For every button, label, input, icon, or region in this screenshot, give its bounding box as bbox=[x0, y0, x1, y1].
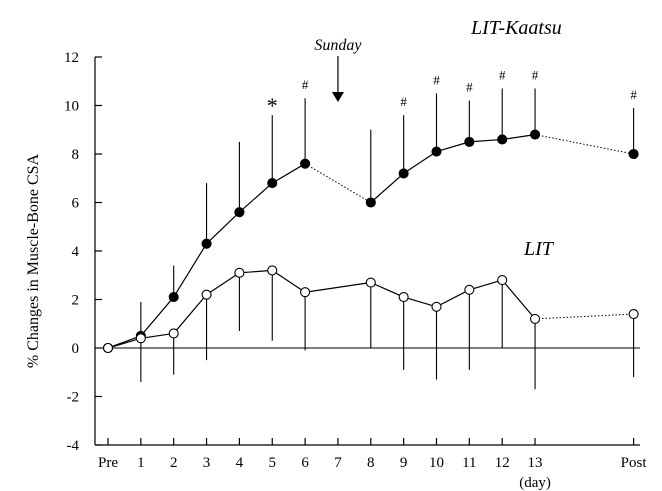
series-lit bbox=[102, 265, 639, 390]
series-segment bbox=[305, 281, 371, 293]
x-tick-label: 9 bbox=[400, 455, 408, 471]
y-tick-label: -4 bbox=[67, 438, 80, 454]
series-segment bbox=[271, 269, 306, 293]
y-tick-label: 4 bbox=[72, 244, 80, 260]
x-tick-label: Post bbox=[621, 455, 648, 471]
series-label-lit-kaatsu: LIT-Kaatsu bbox=[470, 17, 562, 39]
significance-marker: # bbox=[466, 80, 473, 95]
significance-marker: # bbox=[499, 68, 506, 83]
x-tick-label: 2 bbox=[170, 455, 178, 471]
y-tick-label: -2 bbox=[67, 390, 80, 406]
data-point bbox=[234, 267, 245, 278]
series-segment bbox=[107, 337, 142, 349]
x-tick-label: 8 bbox=[367, 455, 375, 471]
y-tick-label: 2 bbox=[72, 293, 80, 309]
series-segment bbox=[534, 134, 634, 155]
series-segment bbox=[304, 163, 372, 203]
significance-marker: # bbox=[630, 87, 637, 102]
series-segment bbox=[502, 134, 536, 141]
data-point bbox=[431, 146, 442, 157]
data-point bbox=[497, 134, 508, 145]
significance-marker: # bbox=[433, 72, 440, 87]
data-point bbox=[398, 292, 409, 303]
data-point bbox=[398, 168, 409, 179]
series-label-lit: LIT bbox=[523, 238, 555, 260]
series-segment bbox=[173, 294, 208, 334]
data-point bbox=[168, 328, 179, 339]
significance-marker: # bbox=[400, 94, 407, 109]
x-tick-label: 7 bbox=[334, 455, 342, 471]
x-tick-label: 1 bbox=[137, 455, 145, 471]
data-point bbox=[431, 301, 442, 312]
x-tick-label: 12 bbox=[495, 455, 510, 471]
data-point bbox=[300, 287, 311, 298]
data-point bbox=[201, 289, 212, 300]
y-tick-label: 8 bbox=[72, 147, 80, 163]
x-axis-unit-label: (day) bbox=[519, 475, 551, 491]
y-tick-label: 12 bbox=[64, 50, 79, 66]
x-tick-label: Pre bbox=[98, 455, 118, 471]
data-point bbox=[464, 284, 475, 295]
data-point bbox=[234, 207, 245, 218]
series-segment bbox=[469, 138, 503, 143]
series-lit-kaatsu: * # # # # # # # bbox=[102, 68, 639, 354]
series-segment bbox=[403, 296, 437, 308]
series-segment bbox=[436, 289, 470, 308]
data-point bbox=[497, 275, 508, 286]
series-segment bbox=[239, 182, 273, 213]
data-point bbox=[267, 178, 278, 189]
data-point bbox=[135, 333, 146, 344]
series-segment bbox=[239, 269, 273, 274]
y-tick-label: 10 bbox=[64, 99, 79, 115]
x-tick-label: 6 bbox=[301, 455, 309, 471]
y-tick-label: 0 bbox=[72, 341, 80, 357]
y-axis-title: % Changes in Muscle-Bone CSA bbox=[25, 153, 42, 368]
series-segment bbox=[403, 151, 437, 174]
y-tick-label: 6 bbox=[72, 196, 80, 212]
data-point bbox=[529, 313, 541, 324]
sunday-arrow-head bbox=[331, 92, 344, 102]
x-tick-label: 13 bbox=[528, 455, 543, 471]
significance-marker: # bbox=[532, 68, 539, 83]
data-point bbox=[365, 197, 376, 208]
series-segment bbox=[370, 172, 405, 203]
series-segment bbox=[206, 211, 240, 245]
data-point bbox=[300, 158, 311, 169]
x-tick-label: 4 bbox=[236, 455, 244, 471]
data-point bbox=[201, 238, 212, 249]
x-tick-label: 5 bbox=[269, 455, 277, 471]
data-point bbox=[102, 342, 114, 354]
series-segment bbox=[370, 281, 404, 298]
series-segment bbox=[469, 279, 503, 291]
x-tick-label: 3 bbox=[203, 455, 211, 471]
series-segment bbox=[140, 296, 175, 337]
data-point bbox=[529, 129, 541, 140]
series-segment bbox=[501, 279, 536, 320]
data-point bbox=[628, 308, 639, 320]
significance-marker: * bbox=[267, 93, 278, 118]
data-point bbox=[628, 148, 639, 160]
series-segment bbox=[535, 313, 634, 320]
significance-marker: # bbox=[302, 77, 309, 92]
data-point bbox=[267, 265, 278, 276]
x-tick-label: 10 bbox=[429, 455, 444, 471]
series-segment bbox=[206, 272, 240, 296]
data-point bbox=[365, 277, 376, 288]
series-segment bbox=[436, 141, 470, 153]
series-segment bbox=[140, 332, 174, 339]
series-segment bbox=[173, 243, 208, 298]
data-point bbox=[168, 292, 179, 303]
x-tick-label: 11 bbox=[462, 455, 476, 471]
series-segment bbox=[271, 163, 306, 184]
annotation-sunday: Sunday bbox=[314, 37, 362, 54]
data-point bbox=[464, 136, 475, 147]
